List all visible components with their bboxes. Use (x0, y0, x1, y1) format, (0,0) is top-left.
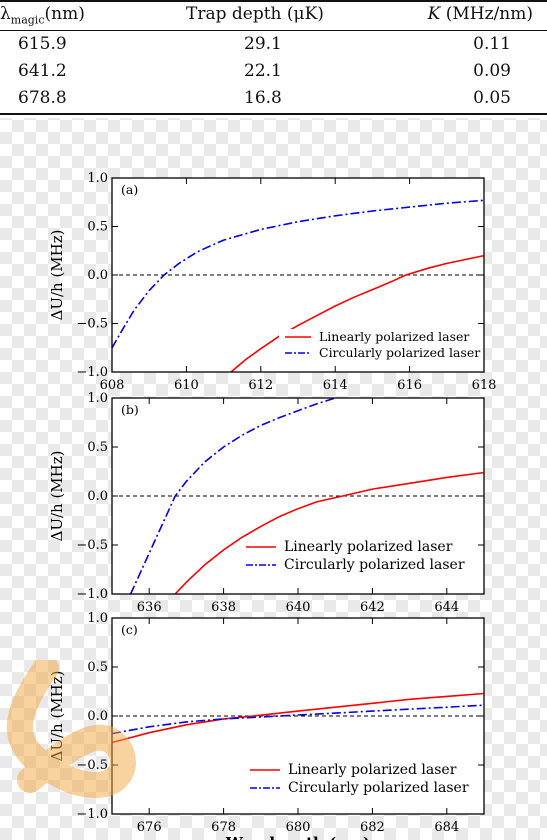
table-cell-lambda: 641.2 (18, 61, 67, 81)
circular-series-line (111, 199, 485, 349)
x-tick-label: 682 (360, 820, 385, 835)
y-axis-label: ΔU/h (MHz) (48, 450, 66, 541)
table-cell-k: 0.11 (473, 34, 511, 54)
header-lambda-magic: λmagic(nm) (0, 4, 85, 27)
x-axis-label: Wavelength (nm) (225, 834, 370, 840)
y-tick-label: 0.0 (87, 489, 108, 504)
linear-series-line (174, 471, 485, 595)
table-top-rule (0, 0, 547, 2)
x-tick-label: 610 (174, 378, 199, 393)
y-tick-label: 0.5 (87, 660, 108, 675)
legend-label: Circularly polarized laser (319, 345, 480, 360)
chart-panel: 636 638 640 642 644 −1.0 −0.5 0.0 0.5 1.0 (b) ΔU/h … (48, 391, 485, 615)
linear-series-line (230, 254, 485, 373)
y-tick-label: 1.0 (87, 611, 108, 626)
panel-label: (b) (121, 402, 139, 417)
y-tick-label: 0.5 (87, 220, 108, 235)
y-axis-label: ΔU/h (MHz) (48, 670, 66, 761)
y-axis-label: ΔU/h (MHz) (48, 229, 66, 320)
legend-box (240, 539, 476, 579)
x-tick-label: 612 (248, 378, 273, 393)
y-tick-label: −1.0 (76, 807, 108, 822)
x-tick-label: 642 (360, 600, 385, 615)
x-tick-label: 638 (211, 600, 236, 615)
legend: Linearly polarized laser Circularly polar… (244, 762, 476, 802)
legend-label: Linearly polarized laser (284, 539, 453, 555)
linear-series-line (111, 692, 485, 744)
legend-label: Linearly polarized laser (288, 762, 457, 778)
table-cell-depth: 29.1 (244, 34, 282, 54)
panel-label: (c) (121, 622, 138, 637)
legend-label: Circularly polarized laser (284, 557, 465, 573)
circular-series-line (111, 704, 485, 735)
table-bottom-rule (0, 113, 547, 115)
table-mid-rule (0, 30, 547, 31)
panel-label: (a) (121, 182, 138, 197)
x-tick-label: 680 (286, 820, 311, 835)
y-tick-label: 0.5 (87, 440, 108, 455)
legend-box (244, 762, 476, 802)
chart-panel: 608 610 612 614 616 618 −1.0 −0.5 0.0 0.5 1.0 (a) ΔU… (48, 171, 496, 393)
table-cell-lambda: 615.9 (18, 34, 67, 54)
x-tick-label: 678 (211, 820, 236, 835)
x-tick-label: 608 (100, 378, 125, 393)
y-tick-label: 0.0 (87, 709, 108, 724)
table-cell-k: 0.05 (473, 88, 511, 108)
table-cell-k: 0.09 (473, 61, 511, 81)
y-tick-label: −0.5 (76, 538, 108, 553)
x-tick-label: 614 (323, 378, 348, 393)
y-tick-label: 1.0 (87, 391, 108, 406)
circular-series-line (129, 397, 336, 595)
chart-panel: 676 678 680 682 684 −1.0 −0.5 0.0 0.5 1.0 (c) ΔU/h … (48, 611, 485, 840)
y-tick-label: 1.0 (87, 171, 108, 186)
x-tick-label: 618 (472, 378, 497, 393)
x-tick-label: 636 (137, 600, 162, 615)
legend-label: Circularly polarized laser (288, 780, 469, 796)
results-table: λmagic(nm) Trap depth (μK) K (MHz/nm) 61… (0, 0, 547, 118)
y-tick-label: 0.0 (87, 268, 108, 283)
x-tick-label: 684 (434, 820, 459, 835)
table-cell-depth: 22.1 (244, 61, 282, 81)
table-cell-lambda: 678.8 (18, 88, 67, 108)
legend-box (279, 329, 475, 365)
header-trap-depth: Trap depth (μK) (186, 4, 324, 24)
x-tick-label: 640 (286, 600, 311, 615)
x-tick-label: 644 (434, 600, 459, 615)
y-tick-label: −0.5 (76, 758, 108, 773)
x-tick-label: 616 (397, 378, 422, 393)
header-k: K (MHz/nm) (427, 4, 533, 24)
legend-label: Linearly polarized laser (319, 329, 469, 344)
y-tick-label: −1.0 (76, 587, 108, 602)
y-tick-label: −0.5 (76, 317, 108, 332)
y-tick-label: −1.0 (76, 365, 108, 380)
x-tick-label: 676 (137, 820, 162, 835)
table-cell-depth: 16.8 (244, 88, 282, 108)
legend: Linearly polarized laser Circularly polar… (240, 539, 476, 579)
